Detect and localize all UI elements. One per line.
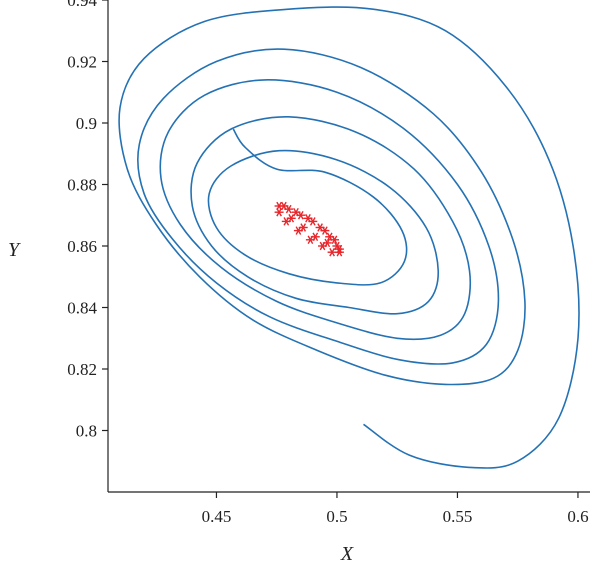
marker-point-1-15 — [291, 207, 301, 217]
marker-point-1-21 — [310, 232, 320, 242]
marker-point-1-16 — [303, 214, 313, 223]
y-tick-label-3: 0.86 — [67, 237, 97, 256]
marker-point-1-13 — [274, 207, 284, 217]
x-tick-label-0: 0.45 — [202, 507, 232, 526]
ticks-layer: 0.45 0.5 0.55 0.6 0.8 0.82 0.84 0.86 0.88 0.9 0.92… — [67, 0, 589, 526]
y-tick-label-6: 0.92 — [67, 53, 97, 72]
trajectory-line-0 — [118, 6, 580, 469]
marker-point-1-17 — [315, 223, 325, 232]
y-tick-label-0: 0.8 — [76, 422, 97, 441]
x-tick-label-3: 0.6 — [567, 507, 588, 526]
marker-point-1-23 — [286, 214, 296, 223]
marker-point-1-14 — [279, 201, 289, 211]
y-tick-label-2: 0.84 — [67, 299, 97, 318]
marker-point-1-20 — [322, 238, 332, 248]
marker-point-1-19 — [332, 241, 342, 251]
y-tick-label-7: 0.94 — [67, 0, 97, 10]
x-tick-label-1: 0.5 — [326, 507, 347, 526]
x-tick-label-2: 0.55 — [443, 507, 473, 526]
marker-point-1-8 — [327, 247, 337, 257]
marker-point-1-22 — [298, 223, 308, 232]
marker-point-1-18 — [325, 232, 335, 242]
y-axis-title: Y — [8, 239, 21, 261]
x-axis-title: X — [340, 543, 354, 565]
series-layer — [118, 6, 580, 469]
y-tick-label-4: 0.88 — [67, 176, 97, 195]
y-tick-label-5: 0.9 — [76, 114, 97, 133]
y-tick-label-1: 0.82 — [67, 360, 97, 379]
